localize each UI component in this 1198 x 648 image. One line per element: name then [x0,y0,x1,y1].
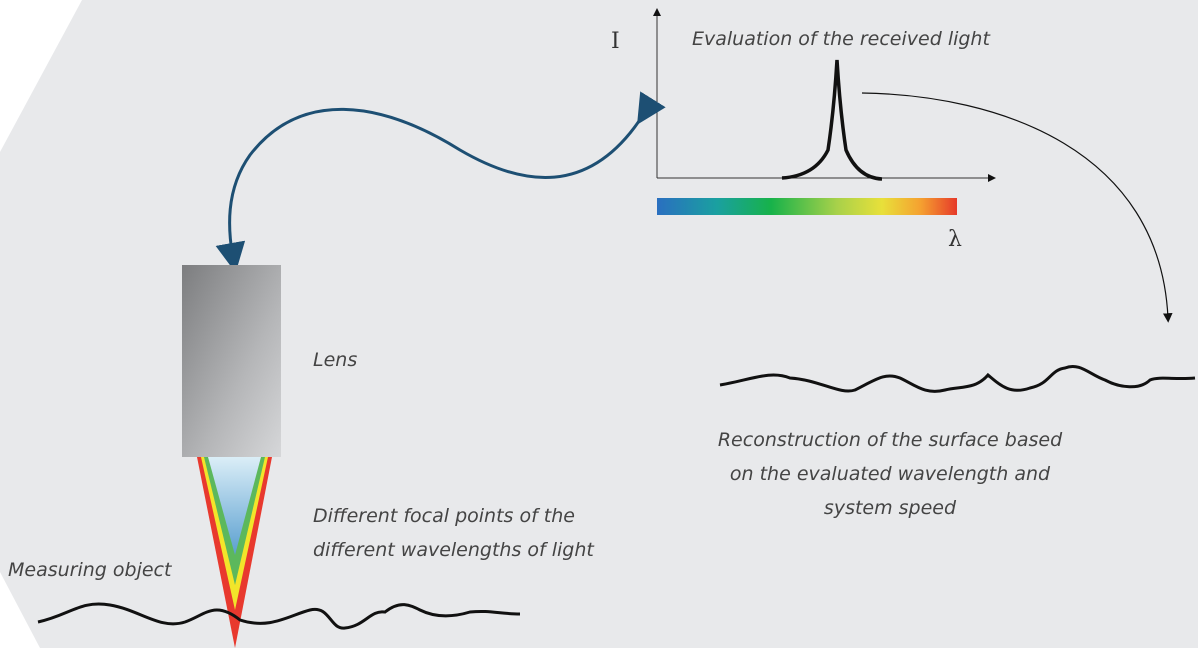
peak-curve [781,59,883,181]
reconstruction-label: system speed [824,497,957,519]
light-path-arrow [215,91,666,273]
reconstruction-label: Reconstruction of the surface based [718,429,1063,451]
lens [182,265,281,457]
reconstruction-arrow [861,92,1173,323]
blue-cone [208,457,261,555]
reconstructed-surface [719,365,1196,393]
lens-label: Lens [313,349,357,371]
measuring-surface [37,602,521,630]
focal-label: different wavelengths of light [313,539,595,561]
focal-label: Different focal points of the [313,505,575,527]
intensity-label: I [611,29,620,54]
spectrum-bar [657,198,957,215]
wavelength-label: λ [948,227,962,252]
evaluation-title: Evaluation of the received light [692,28,991,50]
reconstruction-label: on the evaluated wavelength and [730,463,1051,485]
object-label: Measuring object [8,559,173,581]
